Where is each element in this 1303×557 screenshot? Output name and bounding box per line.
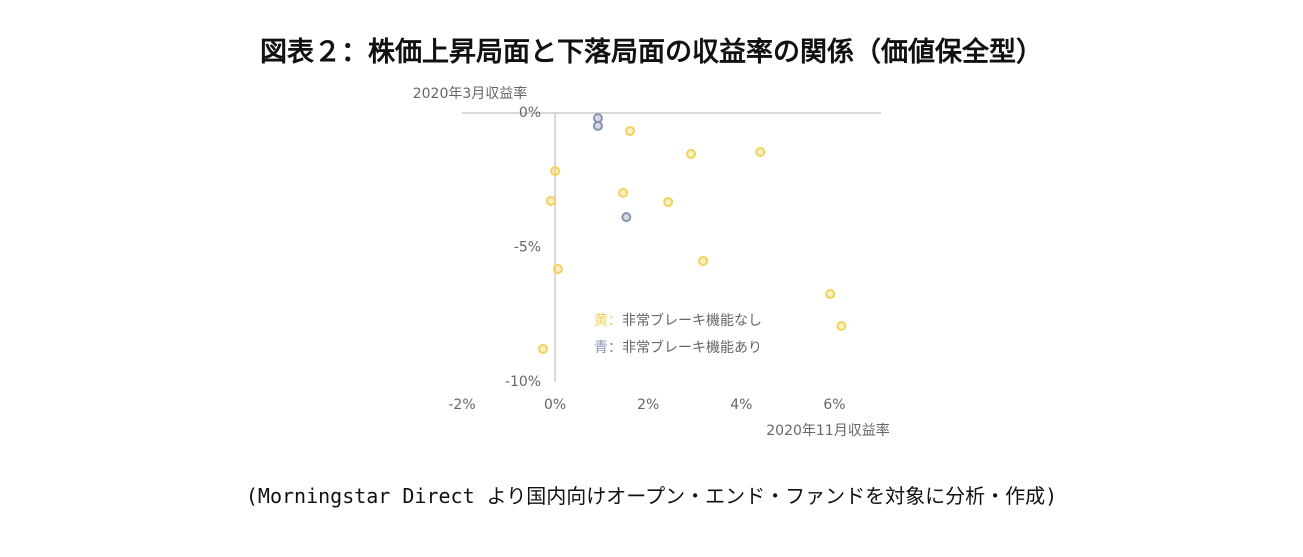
point (592, 113, 603, 124)
point (825, 289, 836, 300)
point (663, 197, 674, 208)
point (698, 255, 709, 266)
point (545, 195, 556, 206)
x-tick-label: 0% (544, 397, 566, 413)
x-tick-label: -2% (448, 397, 475, 413)
y-tick-label: -5% (514, 240, 541, 256)
chart-title: 図表２：株価上昇局面と下落局面の収益率の関係（価値保全型） (260, 37, 1043, 68)
legend-entry: 黄：非常ブレーキ機能なし (594, 313, 762, 329)
point (552, 264, 563, 275)
source-note: (Morningstar Direct より国内向けオープン・エンド・ファンドを… (245, 484, 1058, 508)
point (755, 147, 766, 158)
point (625, 126, 636, 137)
point (686, 148, 697, 159)
y-axis-label: 2020年3月収益率 (413, 85, 528, 102)
x-tick-label: 4% (730, 397, 752, 413)
y-tick-label: -10% (505, 374, 541, 390)
point (618, 187, 629, 198)
legend-entry: 青：非常ブレーキ機能あり (594, 340, 762, 356)
point (550, 166, 561, 177)
point (592, 120, 603, 131)
x-tick-label: 2% (637, 397, 659, 413)
x-axis-label: 2020年11月収益率 (766, 422, 889, 439)
point (538, 343, 549, 354)
point (836, 321, 847, 332)
x-tick-label: 6% (823, 397, 845, 413)
y-tick-label: 0% (519, 105, 541, 121)
point (621, 212, 632, 223)
